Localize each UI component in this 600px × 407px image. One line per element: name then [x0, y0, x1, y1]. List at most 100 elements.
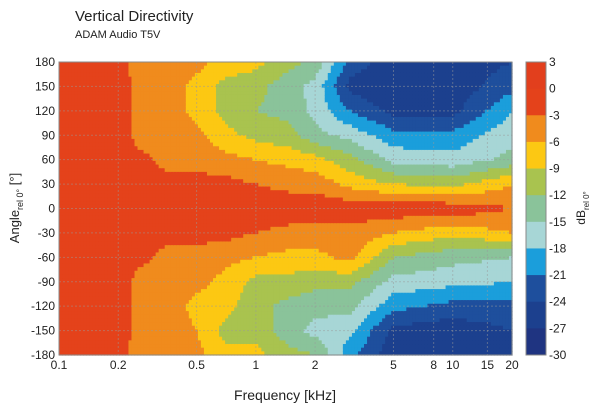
- heatmap-cell: [104, 153, 108, 158]
- heatmap-cell: [179, 113, 184, 118]
- heatmap-cell: [152, 94, 157, 100]
- heatmap-cell: [155, 256, 160, 261]
- heatmap-cell: [243, 344, 247, 349]
- heatmap-cell: [146, 219, 151, 224]
- heatmap-cell: [234, 197, 238, 202]
- heatmap-cell: [59, 153, 63, 158]
- heatmap-cell: [140, 219, 145, 224]
- heatmap-cell: [203, 69, 208, 74]
- heatmap-cell: [95, 131, 99, 136]
- heatmap-cell: [125, 241, 130, 246]
- heatmap-cell: [158, 201, 163, 206]
- heatmap-cell: [191, 171, 196, 177]
- heatmap-cell: [203, 223, 208, 228]
- heatmap-cell: [113, 237, 117, 243]
- heatmap-cell: [182, 351, 187, 356]
- heatmap-cell: [161, 285, 166, 290]
- heatmap-cell: [71, 98, 75, 103]
- heatmap-cell: [228, 259, 232, 265]
- heatmap-cell: [185, 340, 190, 345]
- heatmap-cell: [62, 270, 66, 276]
- heatmap-cell: [152, 344, 157, 349]
- heatmap-cell: [68, 65, 72, 70]
- heatmap-cell: [237, 127, 241, 133]
- heatmap-cell: [228, 190, 232, 195]
- heatmap-cell: [98, 314, 102, 319]
- heatmap-cell: [68, 149, 72, 155]
- heatmap-cell: [113, 322, 117, 327]
- heatmap-cell: [222, 69, 226, 74]
- heatmap-cell: [240, 120, 244, 125]
- heatmap-cell: [65, 285, 69, 290]
- heatmap-cell: [200, 91, 205, 96]
- heatmap-cell: [89, 69, 93, 74]
- heatmap-cell: [206, 256, 211, 261]
- heatmap-cell: [104, 168, 108, 173]
- heatmap-cell: [152, 80, 157, 85]
- heatmap-cell: [128, 259, 133, 265]
- heatmap-cell: [240, 248, 244, 254]
- heatmap-cell: [131, 142, 136, 147]
- heatmap-cell: [134, 208, 139, 213]
- heatmap-cell: [68, 270, 72, 276]
- heatmap-cell: [77, 76, 81, 81]
- heatmap-cell: [134, 263, 139, 268]
- heatmap-cell: [107, 204, 111, 210]
- heatmap-cell: [83, 215, 87, 221]
- heatmap-cell: [86, 325, 90, 330]
- heatmap-cell: [185, 171, 190, 177]
- heatmap-cell: [158, 219, 163, 224]
- heatmap-cell: [119, 149, 124, 155]
- heatmap-cell: [107, 234, 111, 239]
- heatmap-cell: [240, 105, 244, 111]
- heatmap-cell: [213, 76, 217, 81]
- heatmap-cell: [122, 215, 127, 221]
- heatmap-cell: [65, 347, 69, 352]
- heatmap-cell: [240, 230, 244, 235]
- heatmap-cell: [210, 171, 214, 177]
- heatmap-cell: [197, 311, 202, 316]
- heatmap-cell: [213, 307, 217, 312]
- heatmap-cell: [143, 274, 148, 279]
- heatmap-cell: [188, 76, 193, 81]
- heatmap-cell: [134, 193, 139, 199]
- heatmap-cell: [176, 138, 181, 144]
- heatmap-cell: [203, 120, 208, 125]
- heatmap-cell: [158, 69, 163, 74]
- heatmap-cell: [243, 303, 247, 308]
- heatmap-cell: [155, 215, 160, 221]
- heatmap-cell: [92, 190, 96, 195]
- heatmap-cell: [62, 131, 66, 136]
- heatmap-cell: [128, 336, 133, 341]
- heatmap-cell: [182, 146, 187, 151]
- heatmap-cell: [161, 65, 166, 70]
- heatmap-cell: [101, 124, 105, 129]
- heatmap-cell: [219, 226, 223, 232]
- heatmap-cell: [161, 307, 166, 312]
- heatmap-cell: [200, 241, 205, 246]
- heatmap-cell: [240, 179, 244, 184]
- heatmap-cell: [158, 267, 163, 272]
- heatmap-cell: [216, 98, 220, 103]
- heatmap-cell: [128, 116, 133, 122]
- heatmap-cell: [140, 344, 145, 349]
- heatmap-cell: [122, 113, 127, 118]
- heatmap-cell: [110, 124, 114, 129]
- heatmap-cell: [240, 208, 244, 213]
- heatmap-cell: [206, 292, 211, 297]
- heatmap-cell: [137, 160, 142, 166]
- heatmap-cell: [206, 351, 211, 356]
- heatmap-cell: [155, 138, 160, 144]
- heatmap-cell: [219, 212, 223, 217]
- heatmap-cell: [243, 307, 247, 312]
- heatmap-cell: [80, 259, 84, 265]
- heatmap-cell: [179, 94, 184, 100]
- heatmap-cell: [113, 234, 117, 239]
- heatmap-cell: [191, 333, 196, 338]
- heatmap-cell: [68, 138, 72, 144]
- heatmap-cell: [188, 281, 193, 287]
- heatmap-cell: [179, 340, 184, 345]
- heatmap-cell: [95, 267, 99, 272]
- heatmap-cell: [68, 322, 72, 327]
- heatmap-cell: [86, 204, 90, 210]
